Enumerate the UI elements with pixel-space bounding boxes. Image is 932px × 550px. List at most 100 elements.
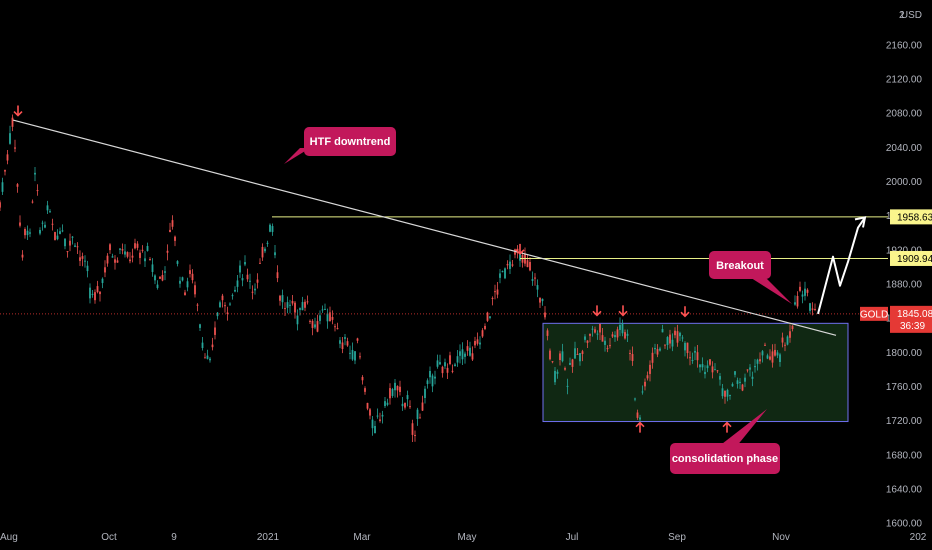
candle-body [46,205,49,211]
candle-body [0,202,1,208]
candle-body [324,308,326,310]
candle-body [384,401,386,407]
candle-body [601,335,604,342]
candle-body [684,342,686,351]
candle-body [766,355,769,359]
candle-body [11,117,14,127]
candle-body [694,351,696,353]
candle-body [71,236,74,238]
candle-body [446,367,449,373]
level-tag-1958-value: 1958.63 [897,212,932,223]
candle-body [599,323,601,333]
candle-body [374,426,376,434]
candle-body [421,402,424,411]
candle-body [676,331,679,343]
candle-body [216,312,219,317]
candle-body [206,355,209,359]
price-tick-label: 1680.00 [886,450,923,461]
candle-body [626,333,629,336]
currency-label: USD [901,10,922,21]
price-axis: 1600.00 1640.00 1680.00 1720.00 1760.00 1800.… [886,40,923,529]
candle-body [116,260,119,263]
candle-body [621,323,624,334]
candle-body [696,352,699,361]
candle-body [456,356,459,363]
downtrend-line[interactable] [12,119,837,336]
candle-body [44,224,46,228]
candle-body [699,364,701,368]
candle-body [174,236,176,241]
candle-body [89,287,91,299]
candle-body [209,358,211,361]
candle-body [141,249,144,251]
candle-body [616,329,619,338]
candle-body [309,320,311,322]
candle-body [181,277,184,281]
candle-body [569,362,571,365]
candle-body [151,264,154,272]
candle-body [109,244,111,251]
price-tick-label: 1800.00 [886,348,923,359]
level-tag-1958-bg [890,209,932,225]
candle-body [679,332,681,337]
candle-body [296,315,299,325]
candle-body [619,324,621,330]
candle-body [169,229,171,233]
candle-body [336,328,339,330]
candle-body [269,224,271,232]
candle-body [636,412,639,418]
candle-body [664,344,666,346]
time-tick-label: Nov [772,532,790,543]
time-tick-label: 202 [910,532,927,543]
level-tag-1958: 1958.63 [890,209,932,225]
time-tick-label: Sep [668,532,686,543]
candle-body [549,350,551,360]
candle-body [16,184,19,187]
candle-body [681,337,684,339]
candle-body [149,259,151,261]
candle-body [686,342,689,354]
price-tick-partial: 2 [899,10,905,21]
candle-body [81,256,84,259]
candle-body [649,364,651,374]
candle-body [641,391,644,393]
candle-body [539,297,541,303]
candle-body [111,256,114,258]
candle-body [729,395,731,397]
price-tick-label: 2080.00 [886,109,923,120]
breakout-bubble[interactable]: Breakout [709,251,792,304]
candle-body [714,369,716,371]
candle-body [701,364,704,368]
candle-body [164,271,166,273]
consolidation-box[interactable] [542,322,849,423]
candle-body [346,341,349,346]
htf-downtrend-bubble[interactable]: HTF downtrend [284,127,396,164]
htf-downtrend-box [304,127,396,156]
candle-body [329,312,331,322]
candle-body [379,419,381,421]
candle-body [494,291,496,293]
candle-body [56,235,59,240]
candle-body [259,262,261,264]
price-tick-label: 1880.00 [886,280,923,291]
candle-body [189,270,191,274]
current-price-value: 1845.08 [897,309,932,320]
candle-body [261,246,264,258]
candle-body [751,376,754,379]
candle-body [551,361,554,363]
candle-body [429,370,431,378]
candle-body [69,240,71,246]
candle-body [104,267,106,273]
symbol-tag-label: GOLD [860,309,888,320]
htf-downtrend-pointer [284,148,310,164]
candle-body [624,332,626,339]
candle-body [581,351,584,354]
candle-body [749,367,751,370]
candle-body [94,292,96,301]
time-tick-label: Aug [0,532,18,543]
consolidation-phase-bubble[interactable]: consolidation phase [670,409,780,474]
candle-body [274,252,276,256]
candle-body [504,268,506,279]
